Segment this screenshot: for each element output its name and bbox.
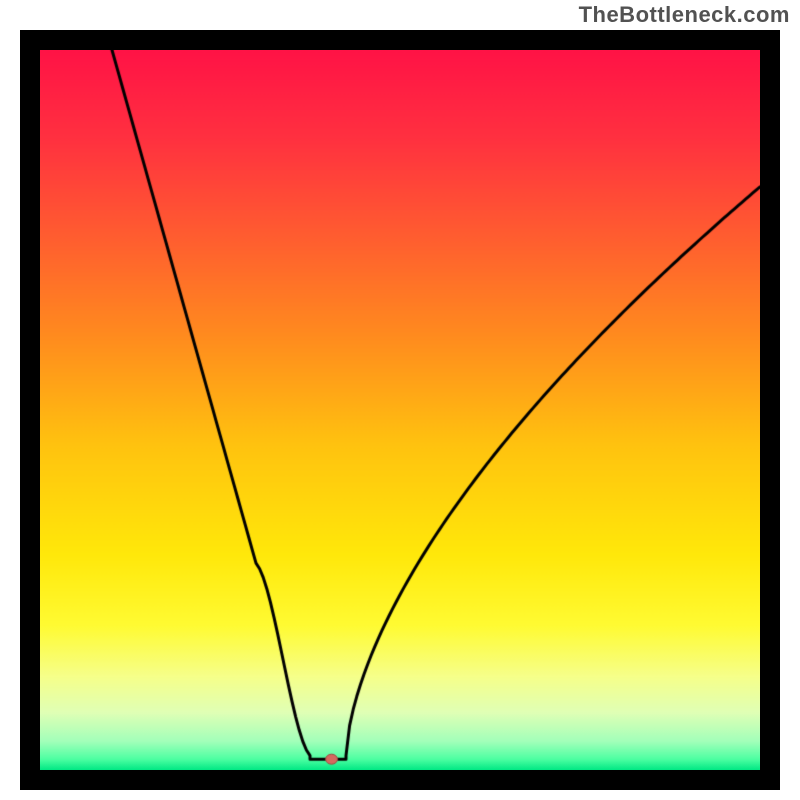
- plot-area: [40, 50, 760, 770]
- chart-frame: TheBottleneck.com: [0, 0, 800, 800]
- bottleneck-curve: [40, 50, 760, 770]
- plot-border: [20, 30, 780, 790]
- watermark-text: TheBottleneck.com: [579, 2, 790, 28]
